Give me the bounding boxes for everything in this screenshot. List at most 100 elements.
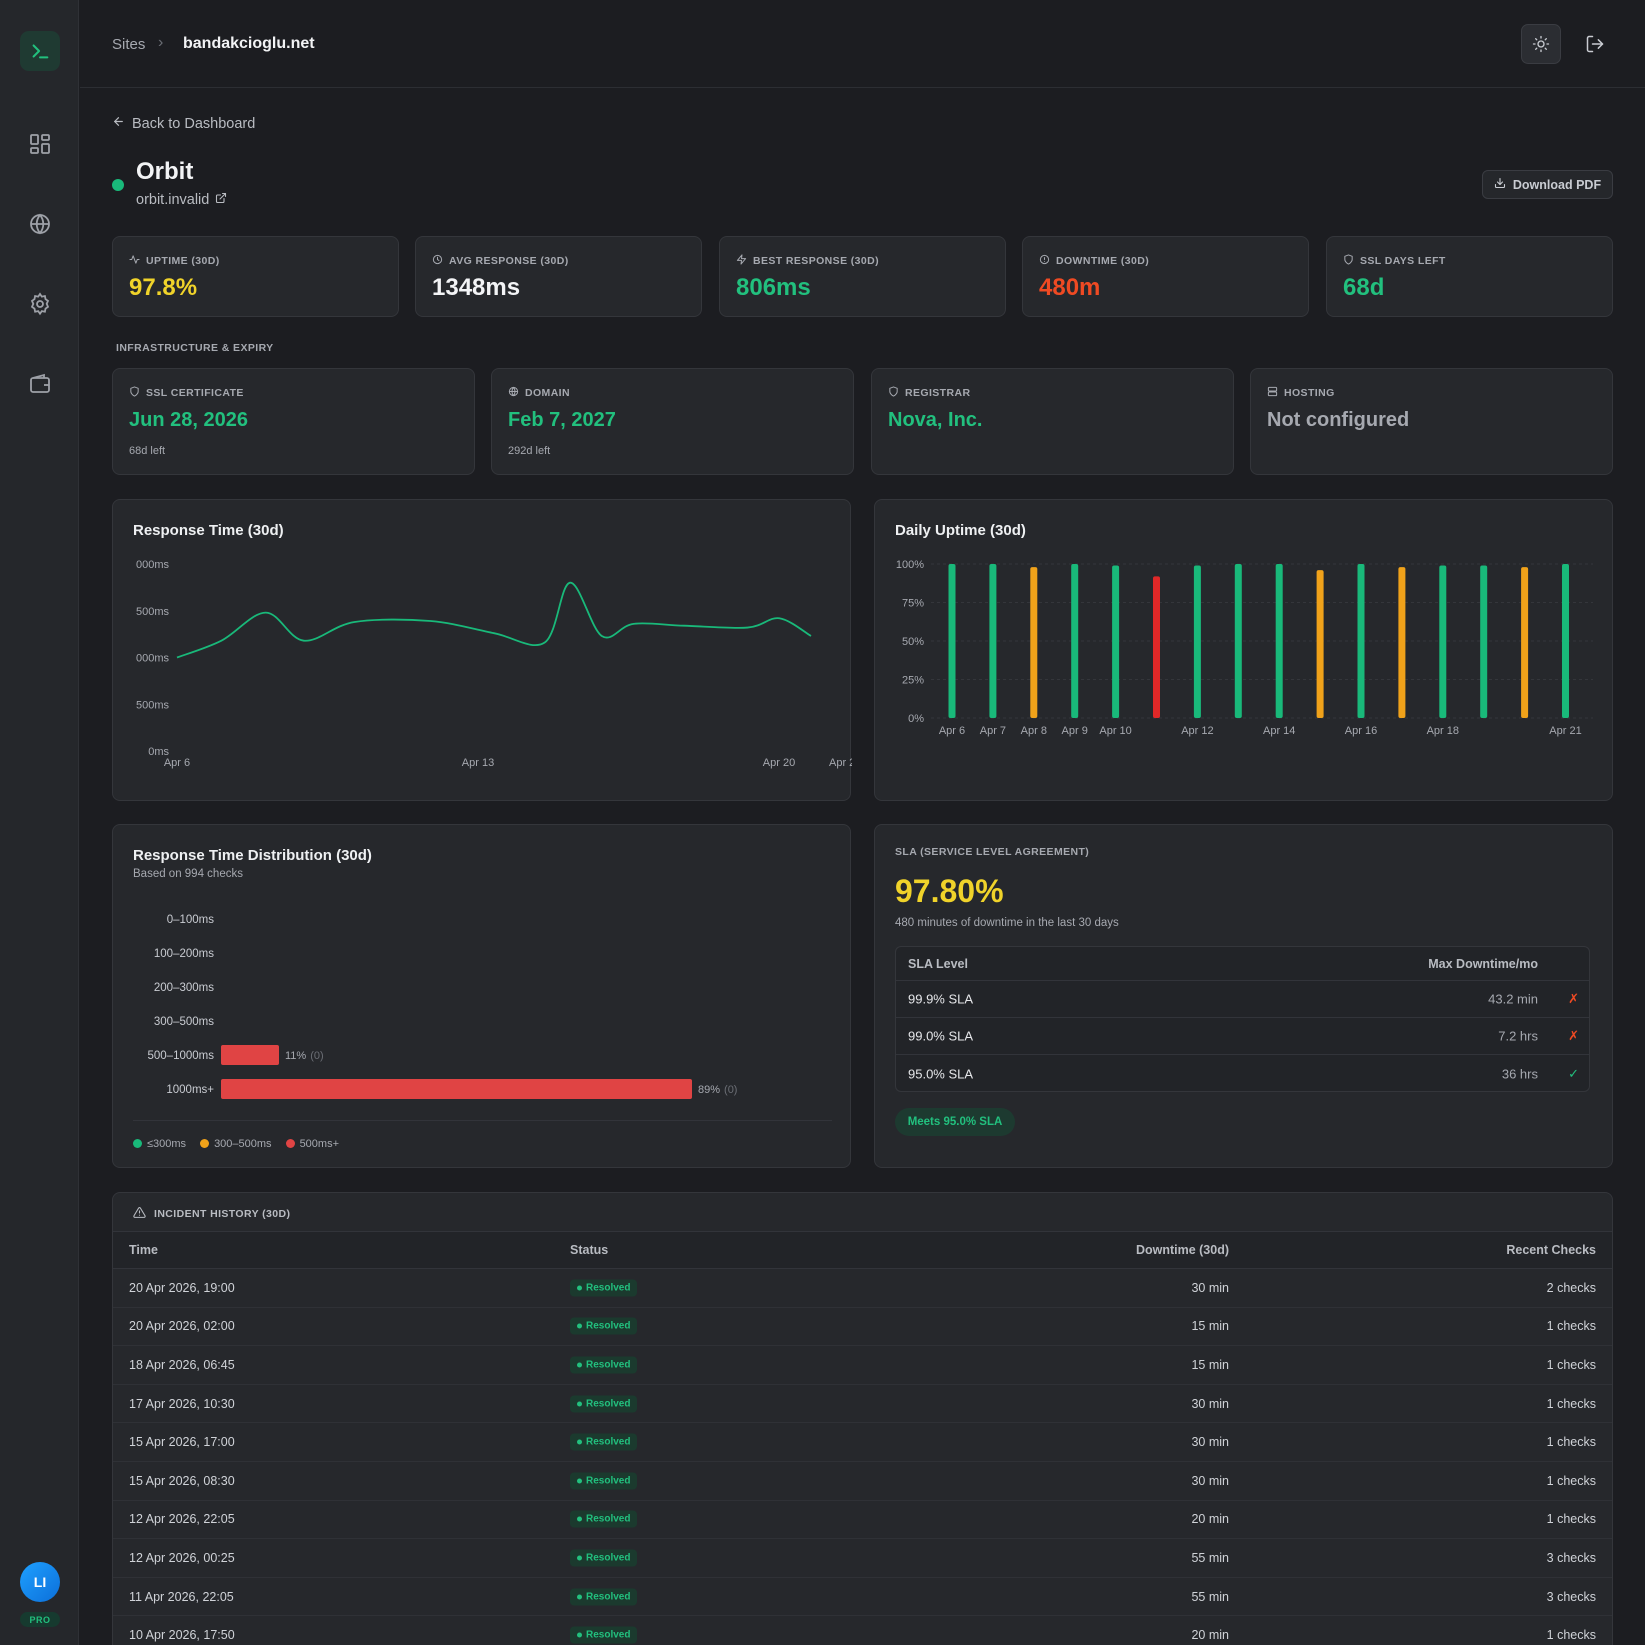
external-link-icon	[215, 192, 227, 208]
download-icon	[1494, 177, 1506, 192]
category-label: 1000ms+	[166, 1084, 214, 1096]
terminal-logo-icon[interactable]	[20, 31, 60, 71]
sla-subtitle: 480 minutes of downtime in the last 30 d…	[895, 917, 1119, 929]
x-tick-label: Apr 16	[1345, 725, 1377, 737]
infra-label: DOMAIN	[508, 386, 570, 400]
table-row[interactable]: 10 Apr 2026, 17:50 Resolved 20 min 1 checks	[113, 1616, 1612, 1645]
y-tick-label: 000ms	[136, 559, 170, 571]
infra-value: Feb 7, 2027	[508, 409, 616, 431]
distribution-legend: ≤300ms 300–500ms 500ms+	[133, 1135, 353, 1153]
logout-button[interactable]	[1581, 30, 1609, 58]
download-pdf-button[interactable]: Download PDF	[1482, 170, 1613, 199]
status-badge: Resolved	[570, 1626, 638, 1644]
x-tick-label: Apr 6	[939, 725, 965, 737]
sla-row: 99.0% SLA 7.2 hrs ✗	[896, 1018, 1589, 1055]
uptime-bar[interactable]	[1521, 567, 1529, 718]
x-tick-label: Apr 8	[1021, 725, 1047, 737]
status-badge: Resolved	[570, 1588, 638, 1606]
uptime-bar[interactable]	[1480, 565, 1488, 718]
stat-card: DOWNTIME (30D) 480m	[1022, 236, 1309, 317]
uptime-bar[interactable]	[1153, 576, 1160, 718]
back-to-dashboard-link[interactable]: Back to Dashboard	[112, 115, 255, 132]
theme-toggle-button[interactable]	[1521, 24, 1561, 64]
back-label: Back to Dashboard	[132, 115, 256, 132]
warning-triangle-icon	[133, 1206, 146, 1222]
daily-uptime-chart: 100% 75% 50% 25% 0% Apr 6 Apr 7 Apr 8 Apr 9 Apr 1…	[896, 559, 1593, 737]
plan-badge: PRO	[20, 1612, 60, 1627]
y-tick-label: 0%	[908, 713, 924, 725]
stat-label-text: UPTIME (30D)	[146, 255, 220, 267]
table-row[interactable]: 20 Apr 2026, 19:00 Resolved 30 min 2 checks	[113, 1269, 1612, 1308]
legend-label: 300–500ms	[214, 1137, 272, 1150]
uptime-bar[interactable]	[989, 564, 997, 718]
incident-downtime: 55 min	[1191, 1550, 1229, 1565]
sidebar: LI PRO	[0, 0, 79, 1645]
uptime-bar[interactable]	[1357, 564, 1365, 718]
legend-dot	[133, 1139, 142, 1148]
table-row[interactable]: 17 Apr 2026, 10:30 Resolved 30 min 1 checks	[113, 1385, 1612, 1424]
distribution-bar[interactable]	[221, 1079, 692, 1099]
gear-icon[interactable]	[26, 290, 54, 318]
uptime-bar[interactable]	[1275, 564, 1283, 718]
incident-checks: 1 checks	[1546, 1628, 1596, 1643]
uptime-bar[interactable]	[1193, 565, 1201, 718]
legend-dot	[285, 1139, 295, 1148]
status-badge: Resolved	[570, 1395, 638, 1413]
incident-downtime: 20 min	[1191, 1628, 1229, 1643]
bar-value-label: 11% (0)	[285, 1050, 324, 1062]
table-row[interactable]: 18 Apr 2026, 06:45 Resolved 15 min 1 checks	[113, 1346, 1612, 1385]
dashboard-icon[interactable]	[26, 130, 54, 158]
table-row[interactable]: 20 Apr 2026, 02:00 Resolved 15 min 1 checks	[113, 1308, 1612, 1347]
sla-panel: SLA (SERVICE LEVEL AGREEMENT) 97.80% 480…	[874, 824, 1613, 1168]
stat-label: UPTIME (30D)	[129, 254, 220, 268]
table-row[interactable]: 15 Apr 2026, 08:30 Resolved 30 min 1 checks	[113, 1462, 1612, 1501]
col-downtime: Downtime (30d)	[1135, 1243, 1229, 1257]
stat-card: SSL DAYS LEFT 68d	[1326, 236, 1613, 317]
sla-level: 99.0% SLA	[908, 1028, 974, 1044]
breadcrumb-sites[interactable]: Sites	[112, 36, 146, 53]
uptime-bar[interactable]	[1562, 564, 1569, 718]
y-tick-label: 000ms	[136, 653, 170, 665]
status-badge: Resolved	[570, 1549, 638, 1567]
chevron-right-icon: ›	[158, 34, 164, 51]
wallet-icon[interactable]	[26, 370, 54, 398]
incident-time: 11 Apr 2026, 22:05	[129, 1589, 234, 1604]
x-tick-label: Apr 9	[1062, 725, 1088, 737]
table-row[interactable]: 15 Apr 2026, 17:00 Resolved 30 min 1 checks	[113, 1423, 1612, 1462]
stat-value: 97.8%	[129, 274, 198, 301]
incident-downtime: 30 min	[1191, 1473, 1229, 1488]
uptime-bar[interactable]	[1439, 565, 1447, 718]
legend-item: ≤300ms	[133, 1138, 186, 1150]
distribution-bar[interactable]	[221, 1045, 279, 1065]
shield-icon	[888, 386, 899, 400]
y-tick-label: 100%	[896, 559, 924, 571]
incident-time: 20 Apr 2026, 19:00	[129, 1280, 235, 1295]
infra-label: REGISTRAR	[888, 386, 970, 400]
uptime-bar[interactable]	[1071, 564, 1079, 718]
category-label: 200–300ms	[154, 982, 214, 994]
uptime-bar[interactable]	[1234, 564, 1242, 718]
incident-history-title: INCIDENT HISTORY (30D)	[133, 1206, 290, 1222]
sla-value: 97.80%	[895, 873, 1004, 909]
infra-sub: 292d left	[508, 445, 551, 457]
stat-card: BEST RESPONSE (30D) 806ms	[719, 236, 1006, 317]
infra-card: HOSTING Not configured	[1250, 368, 1613, 475]
table-row[interactable]: 12 Apr 2026, 22:05 Resolved 20 min 1 checks	[113, 1501, 1612, 1540]
site-url-link[interactable]: orbit.invalid	[136, 192, 227, 208]
table-row[interactable]: 12 Apr 2026, 00:25 Resolved 55 min 3 checks	[113, 1539, 1612, 1578]
infra-value: Jun 28, 2026	[129, 409, 248, 431]
distribution-title: Response Time Distribution (30d)	[133, 847, 372, 864]
stat-value: 1348ms	[432, 274, 521, 301]
uptime-bar[interactable]	[1316, 570, 1324, 718]
uptime-bar[interactable]	[1398, 567, 1406, 718]
table-row[interactable]: 11 Apr 2026, 22:05 Resolved 55 min 3 checks	[113, 1578, 1612, 1617]
sla-mark: ✓	[1568, 1065, 1579, 1081]
globe-icon[interactable]	[26, 210, 54, 238]
globe-icon	[508, 386, 519, 400]
uptime-bar[interactable]	[1112, 565, 1120, 718]
uptime-bar[interactable]	[1030, 567, 1038, 718]
incident-time: 20 Apr 2026, 02:00	[129, 1319, 235, 1334]
uptime-bar[interactable]	[948, 564, 956, 718]
avatar[interactable]: LI	[20, 1562, 60, 1602]
